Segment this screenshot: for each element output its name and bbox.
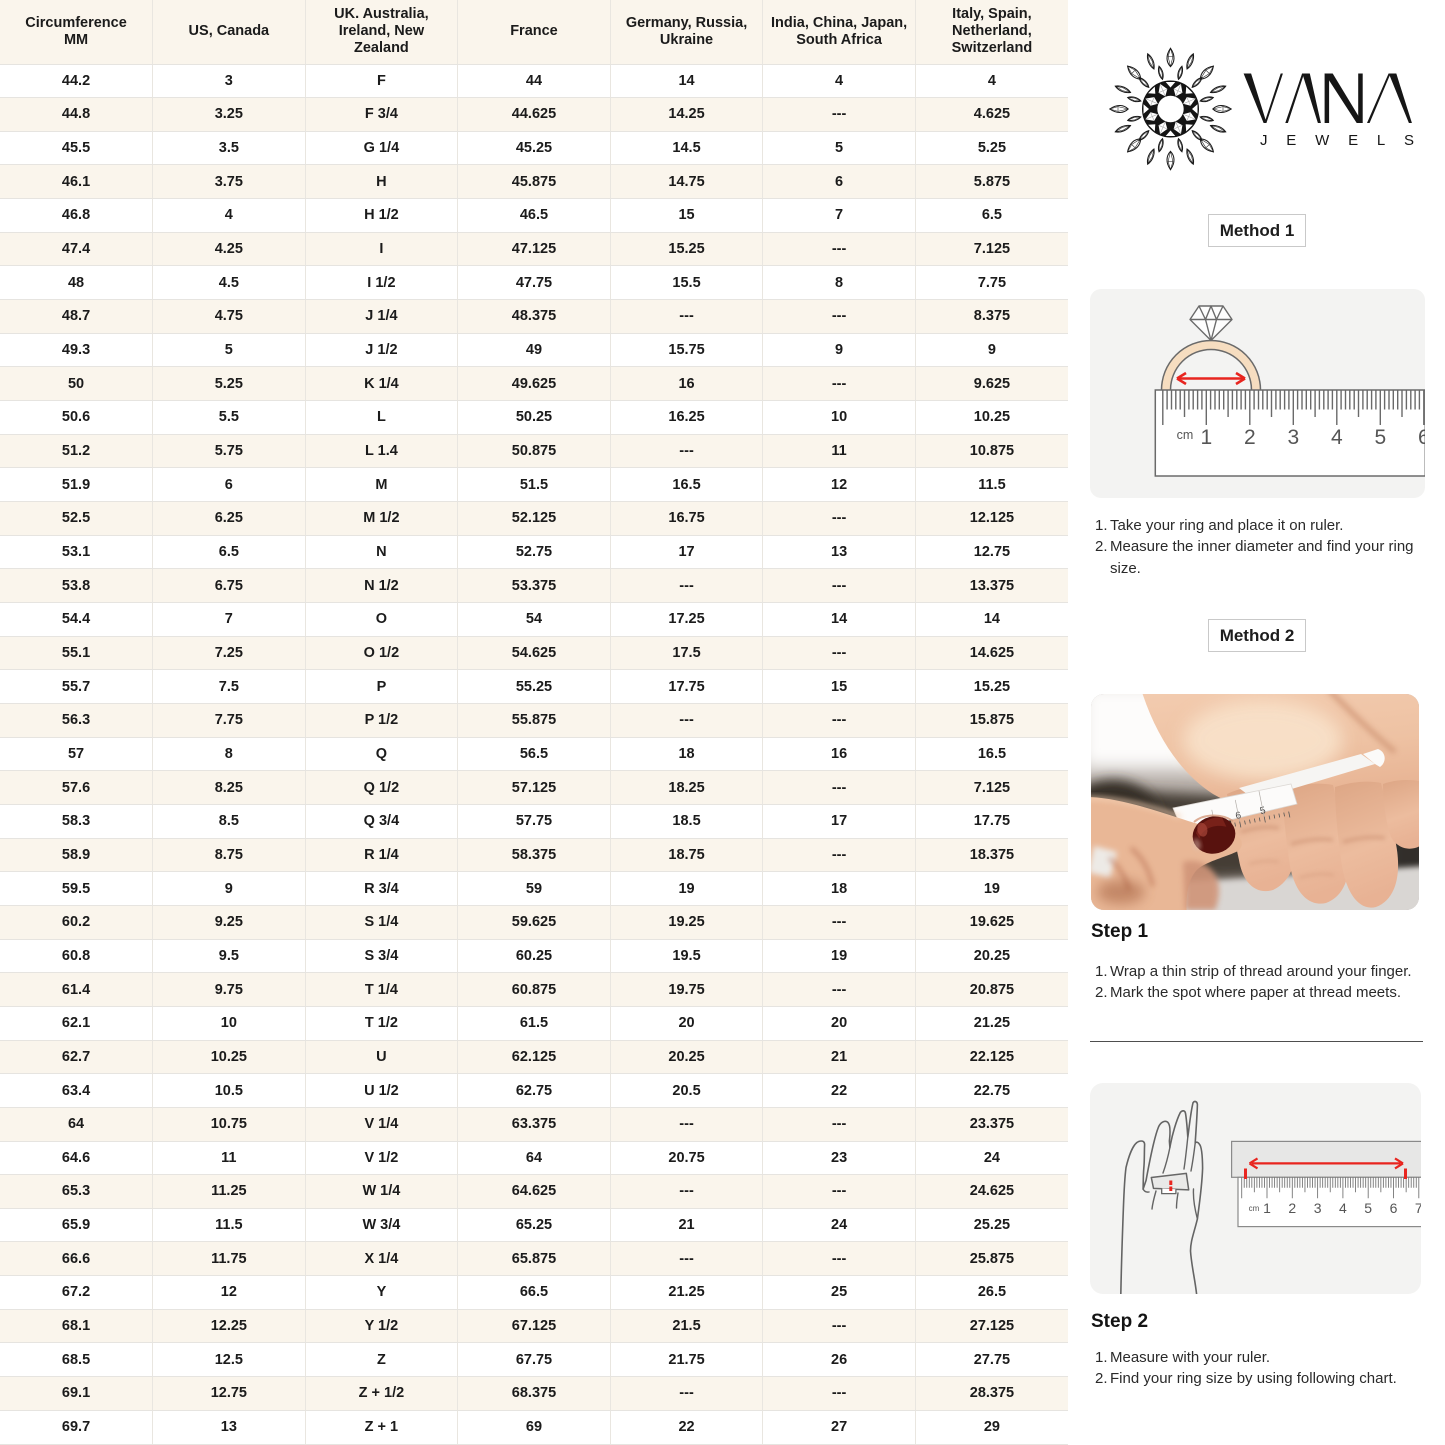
svg-text:1: 1 <box>1263 1200 1271 1216</box>
svg-text:1: 1 <box>1200 426 1212 449</box>
svg-text:4: 4 <box>1339 1200 1347 1216</box>
svg-text:2: 2 <box>1244 426 1256 449</box>
svg-text:cm: cm <box>1177 428 1194 442</box>
svg-text:4: 4 <box>1331 426 1343 449</box>
svg-text:5: 5 <box>1364 1200 1372 1216</box>
svg-text:6: 6 <box>1418 426 1425 449</box>
svg-text:JEWELS: JEWELS <box>1260 132 1425 149</box>
svg-text:2: 2 <box>1288 1200 1296 1216</box>
svg-text:7: 7 <box>1415 1200 1421 1216</box>
svg-text:6: 6 <box>1390 1200 1398 1216</box>
svg-text:cm: cm <box>1249 1204 1260 1213</box>
svg-text:3: 3 <box>1287 426 1299 449</box>
svg-text:5: 5 <box>1374 426 1386 449</box>
svg-text:3: 3 <box>1314 1200 1322 1216</box>
